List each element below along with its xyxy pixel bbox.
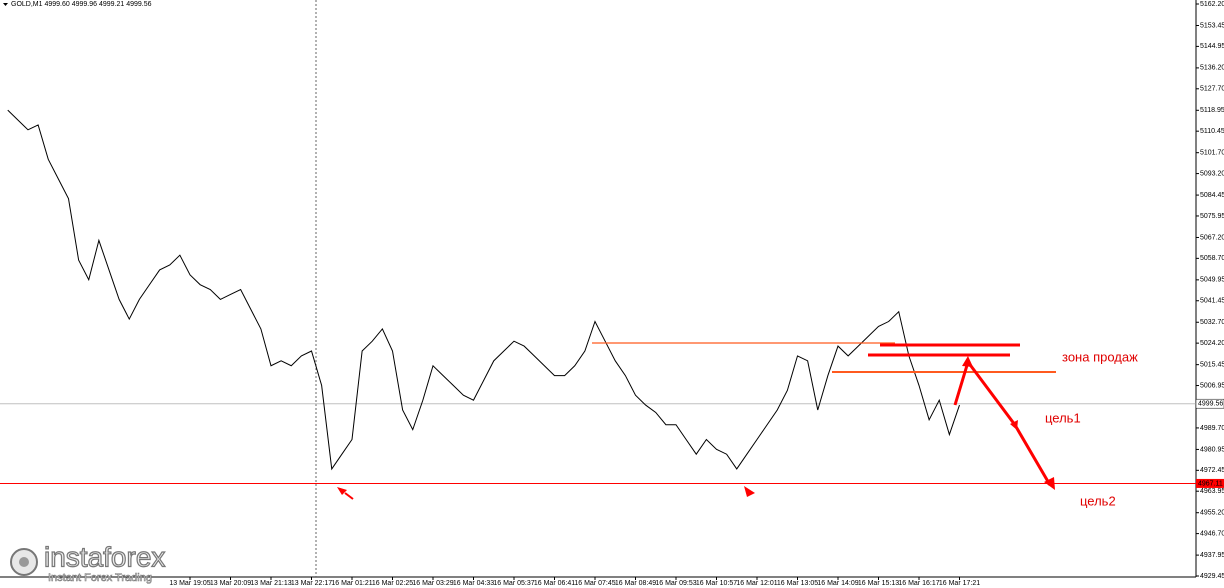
arrow-head xyxy=(744,486,755,497)
logo-name: instaforex xyxy=(44,541,165,572)
arrow-head xyxy=(337,487,347,495)
x-tick-label: 16 Mar 16:17 xyxy=(898,580,939,587)
y-tick-label: 4955.20 xyxy=(1200,510,1224,517)
target2-label: цель2 xyxy=(1080,493,1116,508)
x-tick-label: 16 Mar 01:21 xyxy=(331,580,372,587)
x-tick-label: 16 Mar 09:53 xyxy=(655,580,696,587)
y-tick-label: 5084.45 xyxy=(1200,192,1224,199)
y-tick-label: 4937.95 xyxy=(1200,552,1224,559)
y-tick-label: 5058.70 xyxy=(1200,255,1224,262)
y-tick-label: 5144.95 xyxy=(1200,43,1224,50)
y-tick-label: 4929.45 xyxy=(1200,573,1224,580)
y-tick-label: 4972.45 xyxy=(1200,467,1224,474)
y-tick-label: 5024.20 xyxy=(1200,340,1224,347)
logo: instaforex Instant Forex Trading xyxy=(10,541,166,584)
arrow-head xyxy=(1044,477,1055,490)
arrow xyxy=(344,492,354,500)
x-tick-label: 16 Mar 06:41 xyxy=(534,580,575,587)
x-tick-label: 16 Mar 08:49 xyxy=(615,580,656,587)
x-tick-label: 16 Mar 04:33 xyxy=(453,580,494,587)
x-tick-label: 16 Mar 12:01 xyxy=(736,580,777,587)
x-tick-label: 16 Mar 10:57 xyxy=(696,580,737,587)
x-tick-label: 13 Mar 21:13 xyxy=(250,580,291,587)
x-tick-label: 16 Mar 17:21 xyxy=(939,580,980,587)
menu-arrow xyxy=(3,3,8,6)
y-tick-label: 5015.45 xyxy=(1200,361,1224,368)
sell-zone-label: зона продаж xyxy=(1062,349,1138,364)
x-tick-label: 16 Mar 14:09 xyxy=(817,580,858,587)
price-line xyxy=(7,109,960,471)
y-tick-label: 4980.95 xyxy=(1200,446,1224,453)
arrow-head xyxy=(1010,420,1018,430)
y-tick-label: 4989.70 xyxy=(1200,425,1224,432)
y-tick-label: 4946.70 xyxy=(1200,530,1224,537)
y-tick-label: 5049.95 xyxy=(1200,277,1224,284)
chart-header: GOLD,M1 4999.60 4999.96 4999.21 4999.56 xyxy=(11,1,152,8)
y-tick-label: 5067.20 xyxy=(1200,234,1224,241)
y-tick-label: 5075.95 xyxy=(1200,213,1224,220)
x-tick-label: 16 Mar 07:45 xyxy=(574,580,615,587)
logo-icon xyxy=(19,557,29,567)
y-tick-label: 5110.45 xyxy=(1200,128,1224,135)
price-label-box xyxy=(1195,398,1224,409)
x-tick-label: 13 Mar 20:09 xyxy=(210,580,251,587)
price-label: 4999.56 xyxy=(1198,401,1223,408)
x-tick-label: 16 Mar 05:37 xyxy=(493,580,534,587)
x-tick-label: 13 Mar 19:05 xyxy=(169,580,210,587)
y-tick-label: 5118.95 xyxy=(1200,107,1224,114)
forecast-arrow xyxy=(953,358,1052,486)
y-tick-label: 5127.70 xyxy=(1200,86,1224,93)
y-tick-label: 4963.95 xyxy=(1200,488,1224,495)
y-tick-label: 5006.95 xyxy=(1200,382,1224,389)
x-tick-label: 16 Mar 15:13 xyxy=(858,580,899,587)
y-tick-label: 5041.45 xyxy=(1200,298,1224,305)
price-label-box xyxy=(1196,478,1224,488)
x-tick-label: 13 Mar 22:17 xyxy=(291,580,332,587)
y-tick-label: 5162.20 xyxy=(1200,1,1224,8)
y-tick-label: 5093.20 xyxy=(1200,170,1224,177)
y-tick-label: 5136.20 xyxy=(1200,65,1224,72)
x-tick-label: 16 Mar 02:25 xyxy=(372,580,413,587)
target1-label: цель1 xyxy=(1045,410,1081,425)
price-label: 4967.11 xyxy=(1198,480,1223,487)
y-tick-label: 5101.70 xyxy=(1200,150,1224,157)
x-tick-label: 16 Mar 13:05 xyxy=(777,580,818,587)
arrow-head xyxy=(962,356,973,367)
x-tick-label: 16 Mar 03:29 xyxy=(412,580,453,587)
y-tick-label: 5032.70 xyxy=(1200,319,1224,326)
y-tick-label: 5153.45 xyxy=(1200,22,1224,29)
logo-tagline: Instant Forex Trading xyxy=(48,572,152,584)
